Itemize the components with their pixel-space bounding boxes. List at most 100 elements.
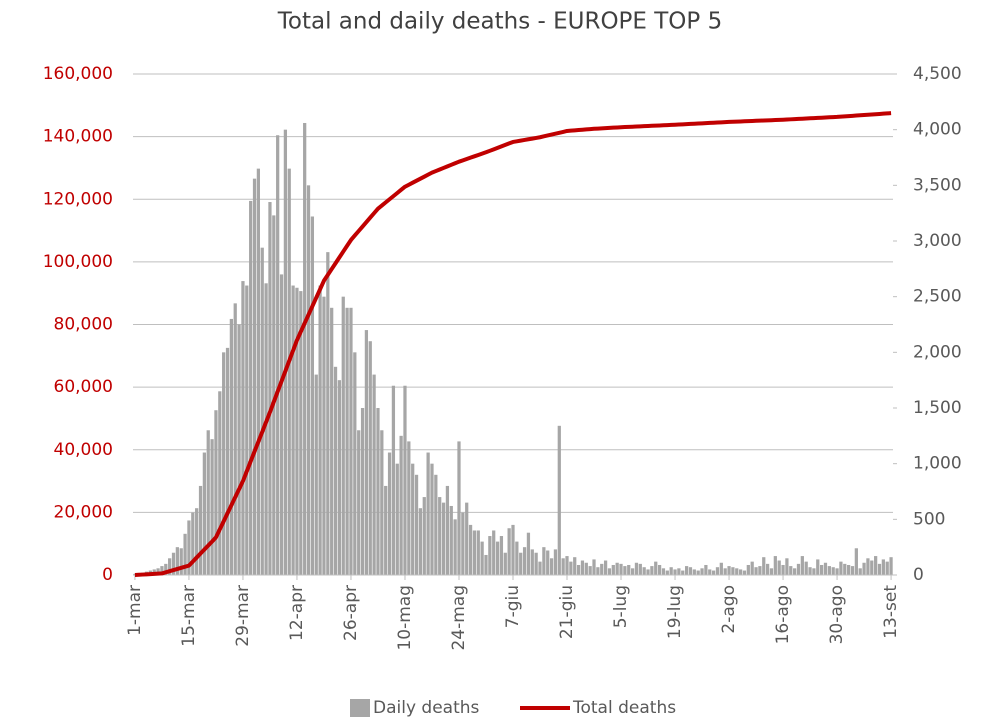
bar xyxy=(187,520,191,575)
bar xyxy=(854,548,858,575)
bar xyxy=(611,564,615,575)
bar xyxy=(492,530,496,575)
x-tick-label: 15-mar xyxy=(179,585,199,647)
bar xyxy=(831,567,835,575)
x-tick-label: 5-lug xyxy=(611,585,631,628)
bar xyxy=(407,441,411,575)
bar xyxy=(584,562,588,575)
bar xyxy=(789,566,793,575)
bar xyxy=(615,562,619,575)
bar xyxy=(723,568,727,575)
bar xyxy=(160,566,164,575)
chart-title: Total and daily deaths - EUROPE TOP 5 xyxy=(277,9,722,35)
line xyxy=(134,111,892,577)
bar xyxy=(260,247,264,575)
bar xyxy=(681,570,685,575)
bar xyxy=(715,567,720,575)
bar xyxy=(468,524,473,575)
bar xyxy=(206,430,210,575)
bar xyxy=(654,561,658,575)
bar xyxy=(465,502,469,575)
bar xyxy=(333,366,338,575)
bar xyxy=(816,559,820,575)
bar xyxy=(488,536,492,575)
bar xyxy=(877,563,882,575)
bar xyxy=(245,285,249,575)
bar xyxy=(291,285,295,575)
y2-tick-label: 1,000 xyxy=(913,454,962,474)
bar xyxy=(669,567,673,575)
bar xyxy=(168,558,172,575)
bar xyxy=(295,287,299,575)
legend-label: Daily deaths xyxy=(373,698,480,718)
bar xyxy=(638,563,642,575)
bar xyxy=(850,566,855,575)
bar xyxy=(823,562,828,575)
bar xyxy=(889,557,893,575)
bar xyxy=(627,564,631,575)
bar xyxy=(441,502,446,575)
bar xyxy=(777,560,781,575)
bar xyxy=(843,563,847,575)
bar xyxy=(758,566,762,575)
x-tick-label: 19-lug xyxy=(665,585,685,639)
bar xyxy=(762,557,766,575)
x-tick-label: 16-ago xyxy=(773,585,793,644)
y2-tick-label: 4,500 xyxy=(913,64,962,84)
bar xyxy=(314,374,318,575)
bar xyxy=(870,560,874,575)
bar xyxy=(179,548,183,575)
bar xyxy=(561,558,565,575)
bar xyxy=(596,567,600,575)
bar xyxy=(534,552,538,575)
bar xyxy=(384,485,388,575)
bar xyxy=(781,564,785,575)
bar xyxy=(576,564,581,575)
bar xyxy=(391,385,396,575)
bar xyxy=(573,557,577,575)
bar xyxy=(380,430,384,575)
bar xyxy=(711,570,716,575)
y2-tick-label: 500 xyxy=(913,509,945,529)
x-tick-label: 12-apr xyxy=(287,585,307,641)
y-tick-label: 140,000 xyxy=(43,127,113,147)
bar xyxy=(202,452,206,575)
bar xyxy=(727,566,731,575)
bar xyxy=(426,452,430,575)
bar xyxy=(349,307,353,575)
bar xyxy=(553,549,558,575)
bar xyxy=(195,508,199,575)
bar xyxy=(249,200,253,576)
bar xyxy=(765,563,770,575)
x-tick-label: 29-mar xyxy=(233,585,253,647)
bar xyxy=(225,347,230,575)
bar xyxy=(368,341,372,575)
bar xyxy=(696,570,700,575)
bar xyxy=(376,408,380,575)
y-tick-label: 60,000 xyxy=(54,377,113,397)
bar xyxy=(345,307,349,575)
bar xyxy=(484,554,488,575)
bar xyxy=(796,563,801,575)
bar xyxy=(303,122,307,575)
x-tick-label: 13-set xyxy=(881,585,901,639)
bar xyxy=(862,562,866,575)
bar xyxy=(580,560,585,575)
bar xyxy=(538,561,542,575)
bar xyxy=(395,463,399,575)
bar xyxy=(630,568,635,575)
bar xyxy=(164,563,168,575)
bar xyxy=(773,556,777,575)
bar xyxy=(673,569,677,575)
bar xyxy=(306,185,311,576)
bar xyxy=(785,558,789,575)
bar xyxy=(461,512,465,575)
bar xyxy=(874,556,878,575)
bar xyxy=(557,425,561,575)
bar xyxy=(503,552,507,575)
bar xyxy=(403,385,407,575)
bar xyxy=(623,566,627,575)
bar xyxy=(318,285,322,575)
bar xyxy=(820,564,824,575)
bar xyxy=(526,532,531,575)
